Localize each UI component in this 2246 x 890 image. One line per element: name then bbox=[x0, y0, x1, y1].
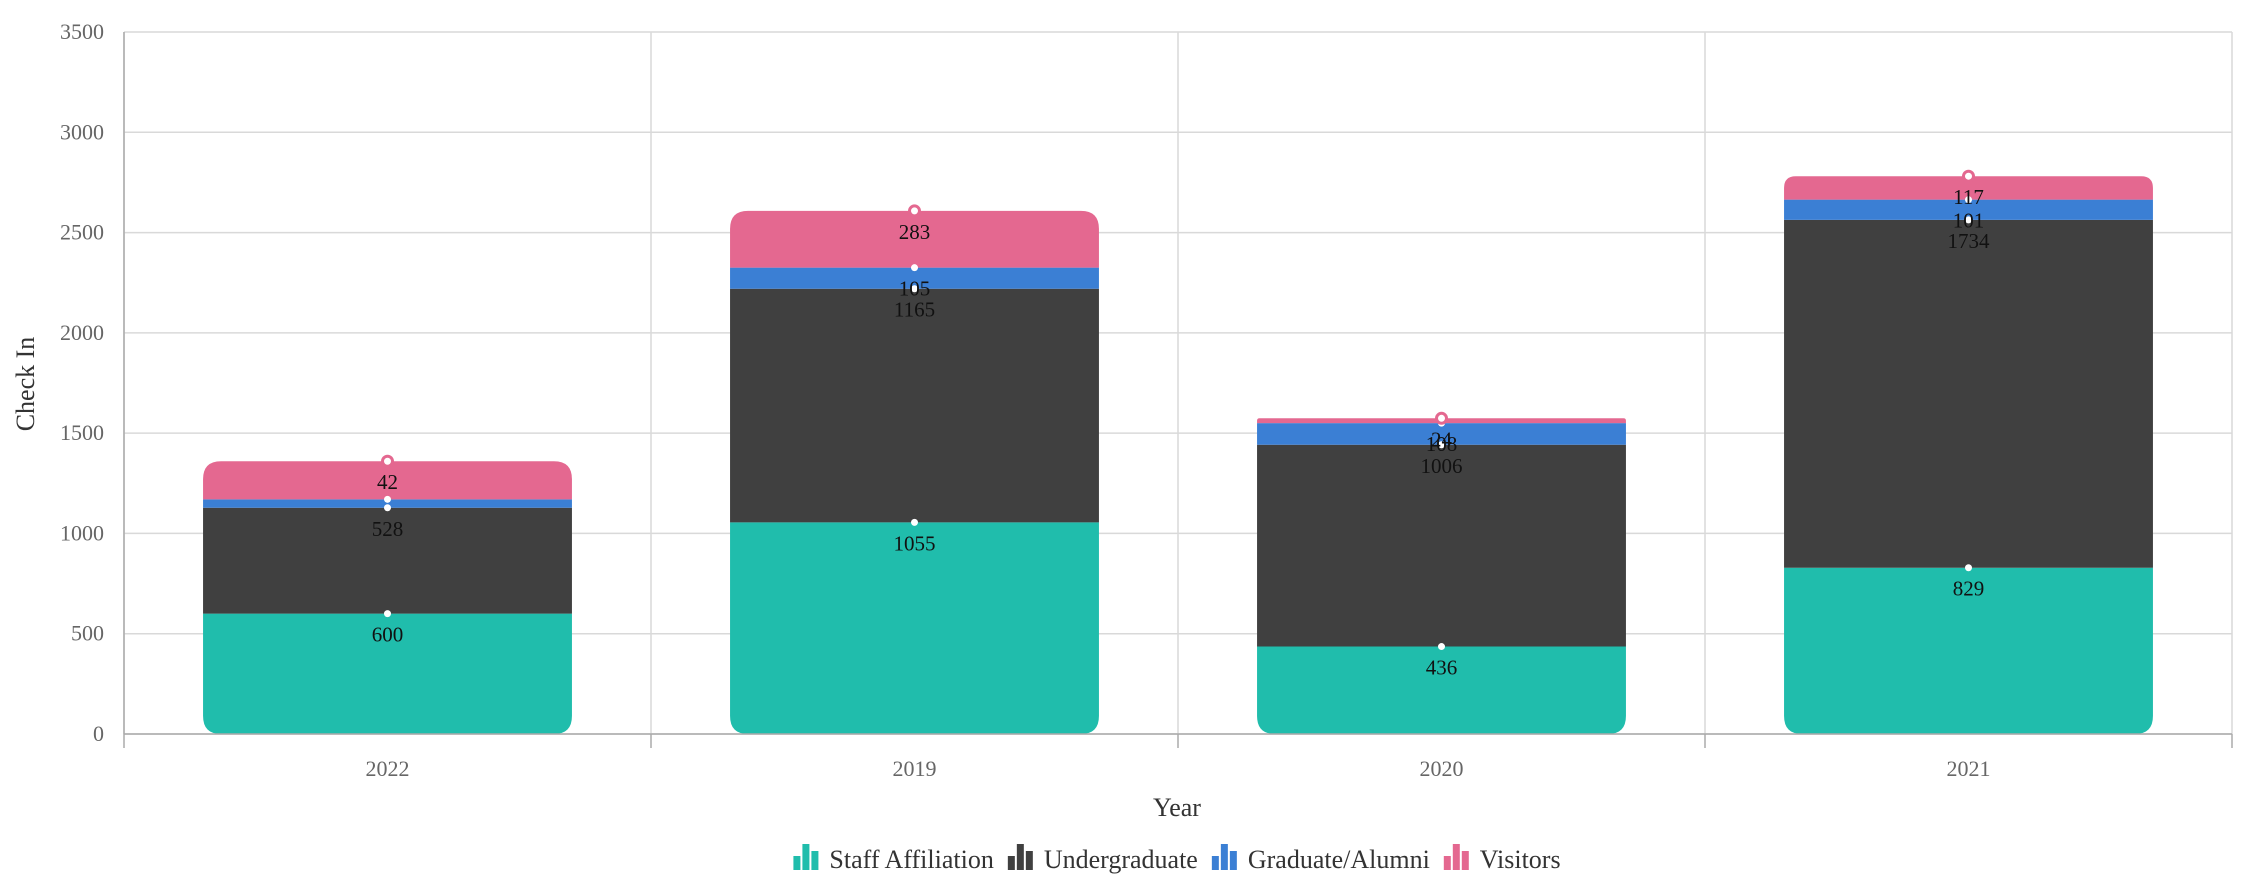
point-marker bbox=[911, 285, 918, 293]
point-marker bbox=[1438, 441, 1445, 449]
data-label: 117 bbox=[1953, 185, 1984, 209]
y-tick-label: 1000 bbox=[60, 520, 104, 545]
bar-segment-staff-affiliation[interactable] bbox=[203, 613, 572, 734]
point-marker bbox=[1965, 196, 1972, 204]
point-marker bbox=[384, 504, 391, 512]
point-marker bbox=[911, 264, 918, 272]
x-tick-label: 2020 bbox=[1420, 756, 1464, 781]
data-label: 283 bbox=[899, 220, 931, 244]
data-label: 1055 bbox=[894, 531, 936, 555]
y-tick-label: 3500 bbox=[60, 19, 104, 44]
bar-chart-icon bbox=[1007, 844, 1033, 870]
data-label: 1734 bbox=[1948, 229, 1991, 253]
data-label: 108 bbox=[1426, 432, 1458, 456]
y-tick-label: 2000 bbox=[60, 320, 104, 345]
bar-segment-undergraduate[interactable] bbox=[730, 288, 1099, 523]
point-marker bbox=[384, 495, 391, 503]
point-marker bbox=[1965, 564, 1972, 572]
data-label: 829 bbox=[1953, 577, 1985, 601]
y-tick-label: 0 bbox=[93, 721, 104, 746]
bar-segment-undergraduate[interactable] bbox=[1257, 444, 1626, 647]
markers-layer bbox=[381, 169, 1975, 651]
bar-segment-undergraduate[interactable] bbox=[203, 507, 572, 614]
point-marker bbox=[384, 610, 391, 618]
legend-label: Visitors bbox=[1480, 845, 1561, 874]
data-label: 436 bbox=[1426, 656, 1458, 680]
point-marker bbox=[1435, 411, 1448, 425]
data-label: 24 bbox=[1431, 427, 1453, 451]
legend-item-staff-affiliation[interactable]: Staff Affiliation bbox=[793, 844, 994, 874]
data-label: 528 bbox=[372, 517, 404, 541]
point-marker bbox=[1965, 216, 1972, 224]
data-label: 1006 bbox=[1421, 454, 1463, 478]
bar-segment-visitors[interactable] bbox=[730, 210, 1099, 268]
bar-segment-graduate-alumni[interactable] bbox=[730, 267, 1099, 289]
bar-segment-graduate-alumni[interactable] bbox=[203, 499, 572, 508]
x-tick-label: 2021 bbox=[1947, 756, 1991, 781]
bar-segment-staff-affiliation[interactable] bbox=[1784, 567, 2153, 734]
data-label: 1165 bbox=[894, 298, 935, 322]
point-marker bbox=[911, 518, 918, 526]
point-marker bbox=[381, 454, 394, 468]
bar-segment-graduate-alumni[interactable] bbox=[1784, 199, 2153, 220]
bar-segment-visitors[interactable] bbox=[1784, 176, 2153, 200]
legend-item-undergraduate[interactable]: Undergraduate bbox=[1007, 844, 1198, 874]
bar-segment-undergraduate[interactable] bbox=[1784, 219, 2153, 568]
x-tick-label: 2022 bbox=[366, 756, 410, 781]
legend-item-graduate-alumni[interactable]: Graduate/Alumni bbox=[1211, 844, 1430, 874]
bar-chart-icon bbox=[793, 844, 819, 870]
legend-label: Staff Affiliation bbox=[829, 845, 993, 874]
x-axis-title: Year bbox=[1153, 793, 1201, 822]
data-label: 105 bbox=[899, 277, 931, 301]
legend: Staff Affiliation Undergraduate Graduate/A… bbox=[793, 844, 1561, 874]
bar-segment-visitors[interactable] bbox=[203, 461, 572, 500]
data-label: 600 bbox=[372, 623, 404, 647]
y-tick-label: 3000 bbox=[60, 119, 104, 144]
data-label: 42 bbox=[377, 470, 398, 494]
y-tick-label: 2500 bbox=[60, 220, 104, 245]
point-marker bbox=[908, 204, 921, 218]
bar-chart-icon bbox=[1211, 844, 1237, 870]
bars-layer bbox=[203, 176, 2153, 734]
y-tick-label: 500 bbox=[71, 621, 104, 646]
bar-segment-graduate-alumni[interactable] bbox=[1257, 423, 1626, 445]
y-tick-label: 1500 bbox=[60, 420, 104, 445]
data-label: 101 bbox=[1953, 209, 1985, 233]
point-marker bbox=[1962, 169, 1975, 183]
bar-segment-staff-affiliation[interactable] bbox=[730, 522, 1099, 734]
axes-layer: 0 500 1000 1500 2000 2500 3000 3500 2022 2019 2020… bbox=[60, 19, 2233, 781]
x-tick-label: 2019 bbox=[893, 756, 937, 781]
bar-segment-staff-affiliation[interactable] bbox=[1257, 646, 1626, 734]
legend-item-visitors[interactable]: Visitors bbox=[1443, 844, 1561, 874]
legend-label: Graduate/Alumni bbox=[1248, 845, 1430, 874]
point-marker bbox=[1438, 643, 1445, 651]
bar-chart-icon bbox=[1443, 844, 1469, 870]
legend-label: Undergraduate bbox=[1044, 845, 1198, 874]
y-axis-title: Check In bbox=[11, 337, 40, 432]
